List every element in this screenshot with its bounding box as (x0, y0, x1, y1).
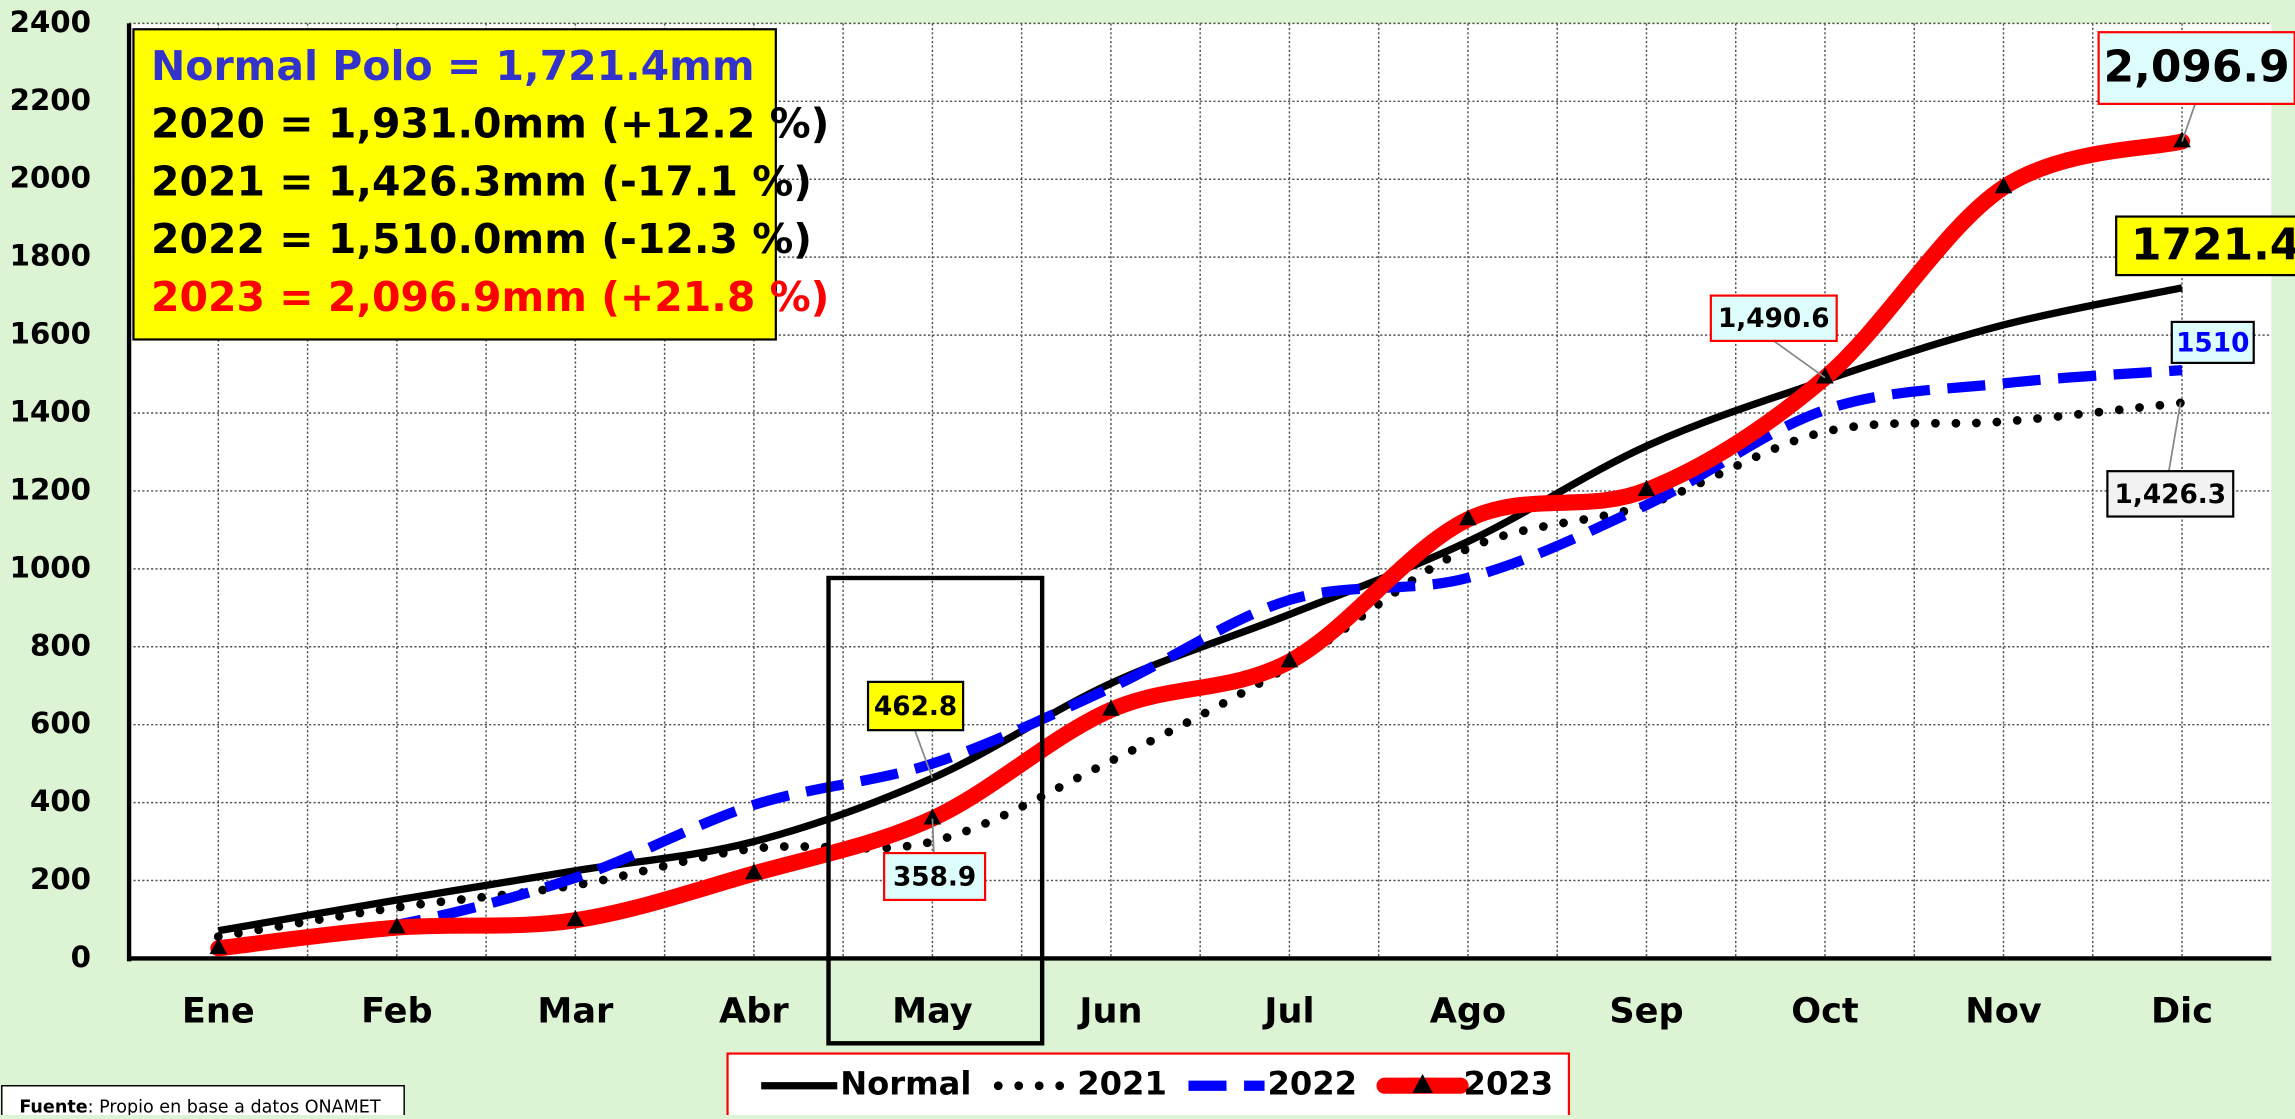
annotation-box (2097, 31, 2295, 105)
annotation-box (1709, 294, 1838, 343)
y-tick-label: 2200 (10, 83, 91, 117)
annotation: 1721.4 (2131, 219, 2295, 270)
annotation: 1510 (2176, 328, 2249, 358)
info-line: 2020 = 1,931.0mm (+12.2 %) (151, 100, 829, 148)
info-box (132, 28, 777, 341)
source: Fuente: Propio en base a datos ONAMET (19, 1098, 381, 1115)
legend-label: 2022 (1267, 1065, 1357, 1103)
y-tick-label: 1600 (10, 317, 91, 351)
overlay: Normal Polo = 1,721.4mm 2020 = 1,931.0mm … (132, 28, 2295, 1119)
series-line (210, 133, 2191, 957)
annotation-box (2170, 320, 2255, 364)
annotation-leader (914, 729, 934, 779)
x-tick-label: Ene (182, 991, 255, 1032)
info-line: 2022 = 1,510.0mm (-12.3 %) (151, 215, 812, 263)
x-tick-label: Ago (1430, 991, 1506, 1032)
lines (209, 131, 2191, 957)
highlight-box (826, 575, 1045, 1046)
x-tick-label: Nov (1965, 991, 2042, 1032)
y-tick-label: 0 (71, 940, 91, 974)
y-tick-label: 1800 (10, 239, 91, 273)
source-label: Fuente (19, 1098, 87, 1115)
x-tick-label: Dic (2151, 991, 2213, 1032)
point-marker (1637, 479, 1656, 496)
y-tick-label: 1000 (10, 550, 91, 584)
y-tick-label: 200 (30, 862, 91, 896)
x-tick-label: Mar (537, 991, 614, 1032)
point-marker (1280, 651, 1299, 668)
annotation-box (2115, 215, 2295, 277)
annotation-box (883, 851, 987, 901)
legend-label: 2021 (1077, 1065, 1167, 1103)
y-tick-label: 1400 (10, 395, 91, 429)
x-tick-label: Jun (1077, 991, 1142, 1032)
y-tick-label: 1200 (10, 472, 91, 506)
y-tick-label: 2400 (10, 5, 91, 39)
point-marker (1102, 699, 1120, 716)
info-line: Normal Polo = 1,721.4mm (151, 42, 755, 90)
x-tick-label: Oct (1791, 991, 1858, 1032)
annotation: 1,426.3 (2115, 480, 2227, 510)
point-marker (209, 938, 228, 955)
legend-label: Normal (840, 1065, 971, 1103)
annotation: 2,096.9 (2104, 42, 2290, 93)
point-marker (1816, 367, 1834, 384)
source-box (1, 1085, 405, 1119)
point-marker (1459, 509, 1477, 526)
y-tick-label: 800 (30, 628, 91, 662)
source-text: : Propio en base a datos ONAMET (88, 1098, 381, 1115)
annotation: 462.8 (874, 692, 957, 722)
point-marker (1994, 177, 2013, 194)
point-marker (745, 863, 763, 880)
series-line (217, 284, 2183, 935)
annotation-leader (2181, 103, 2197, 142)
annotation-box (866, 680, 965, 732)
annotation-leader (2167, 402, 2182, 472)
legend-label: 2023 (1464, 1065, 1554, 1103)
x-tick-label: May (892, 991, 973, 1032)
x-tick-label: Feb (361, 991, 433, 1032)
x-tick-label: Jul (1262, 991, 1314, 1032)
annotation: 1,490.6 (1718, 304, 1830, 334)
annotation: 358.9 (893, 862, 976, 892)
annotation-leader (1773, 340, 1826, 379)
annotation-leader (931, 818, 935, 854)
x-tick-label: Abr (719, 991, 789, 1032)
legend-marker (1412, 1074, 1433, 1094)
info-line: 2023 = 2,096.9mm (+21.8 %) (151, 273, 829, 321)
x-tick-label: Sep (1609, 991, 1683, 1032)
y-tick-label: 600 (30, 706, 91, 740)
point-marker (566, 910, 585, 927)
series-line (217, 365, 2183, 954)
info-line: 2021 = 1,426.3mm (-17.1 %) (151, 157, 812, 205)
y-tick-label: 2000 (10, 161, 91, 195)
point-marker (923, 808, 942, 825)
y-tick-label: 400 (30, 784, 91, 818)
annotation-box (2106, 470, 2235, 518)
point-marker (388, 917, 406, 934)
